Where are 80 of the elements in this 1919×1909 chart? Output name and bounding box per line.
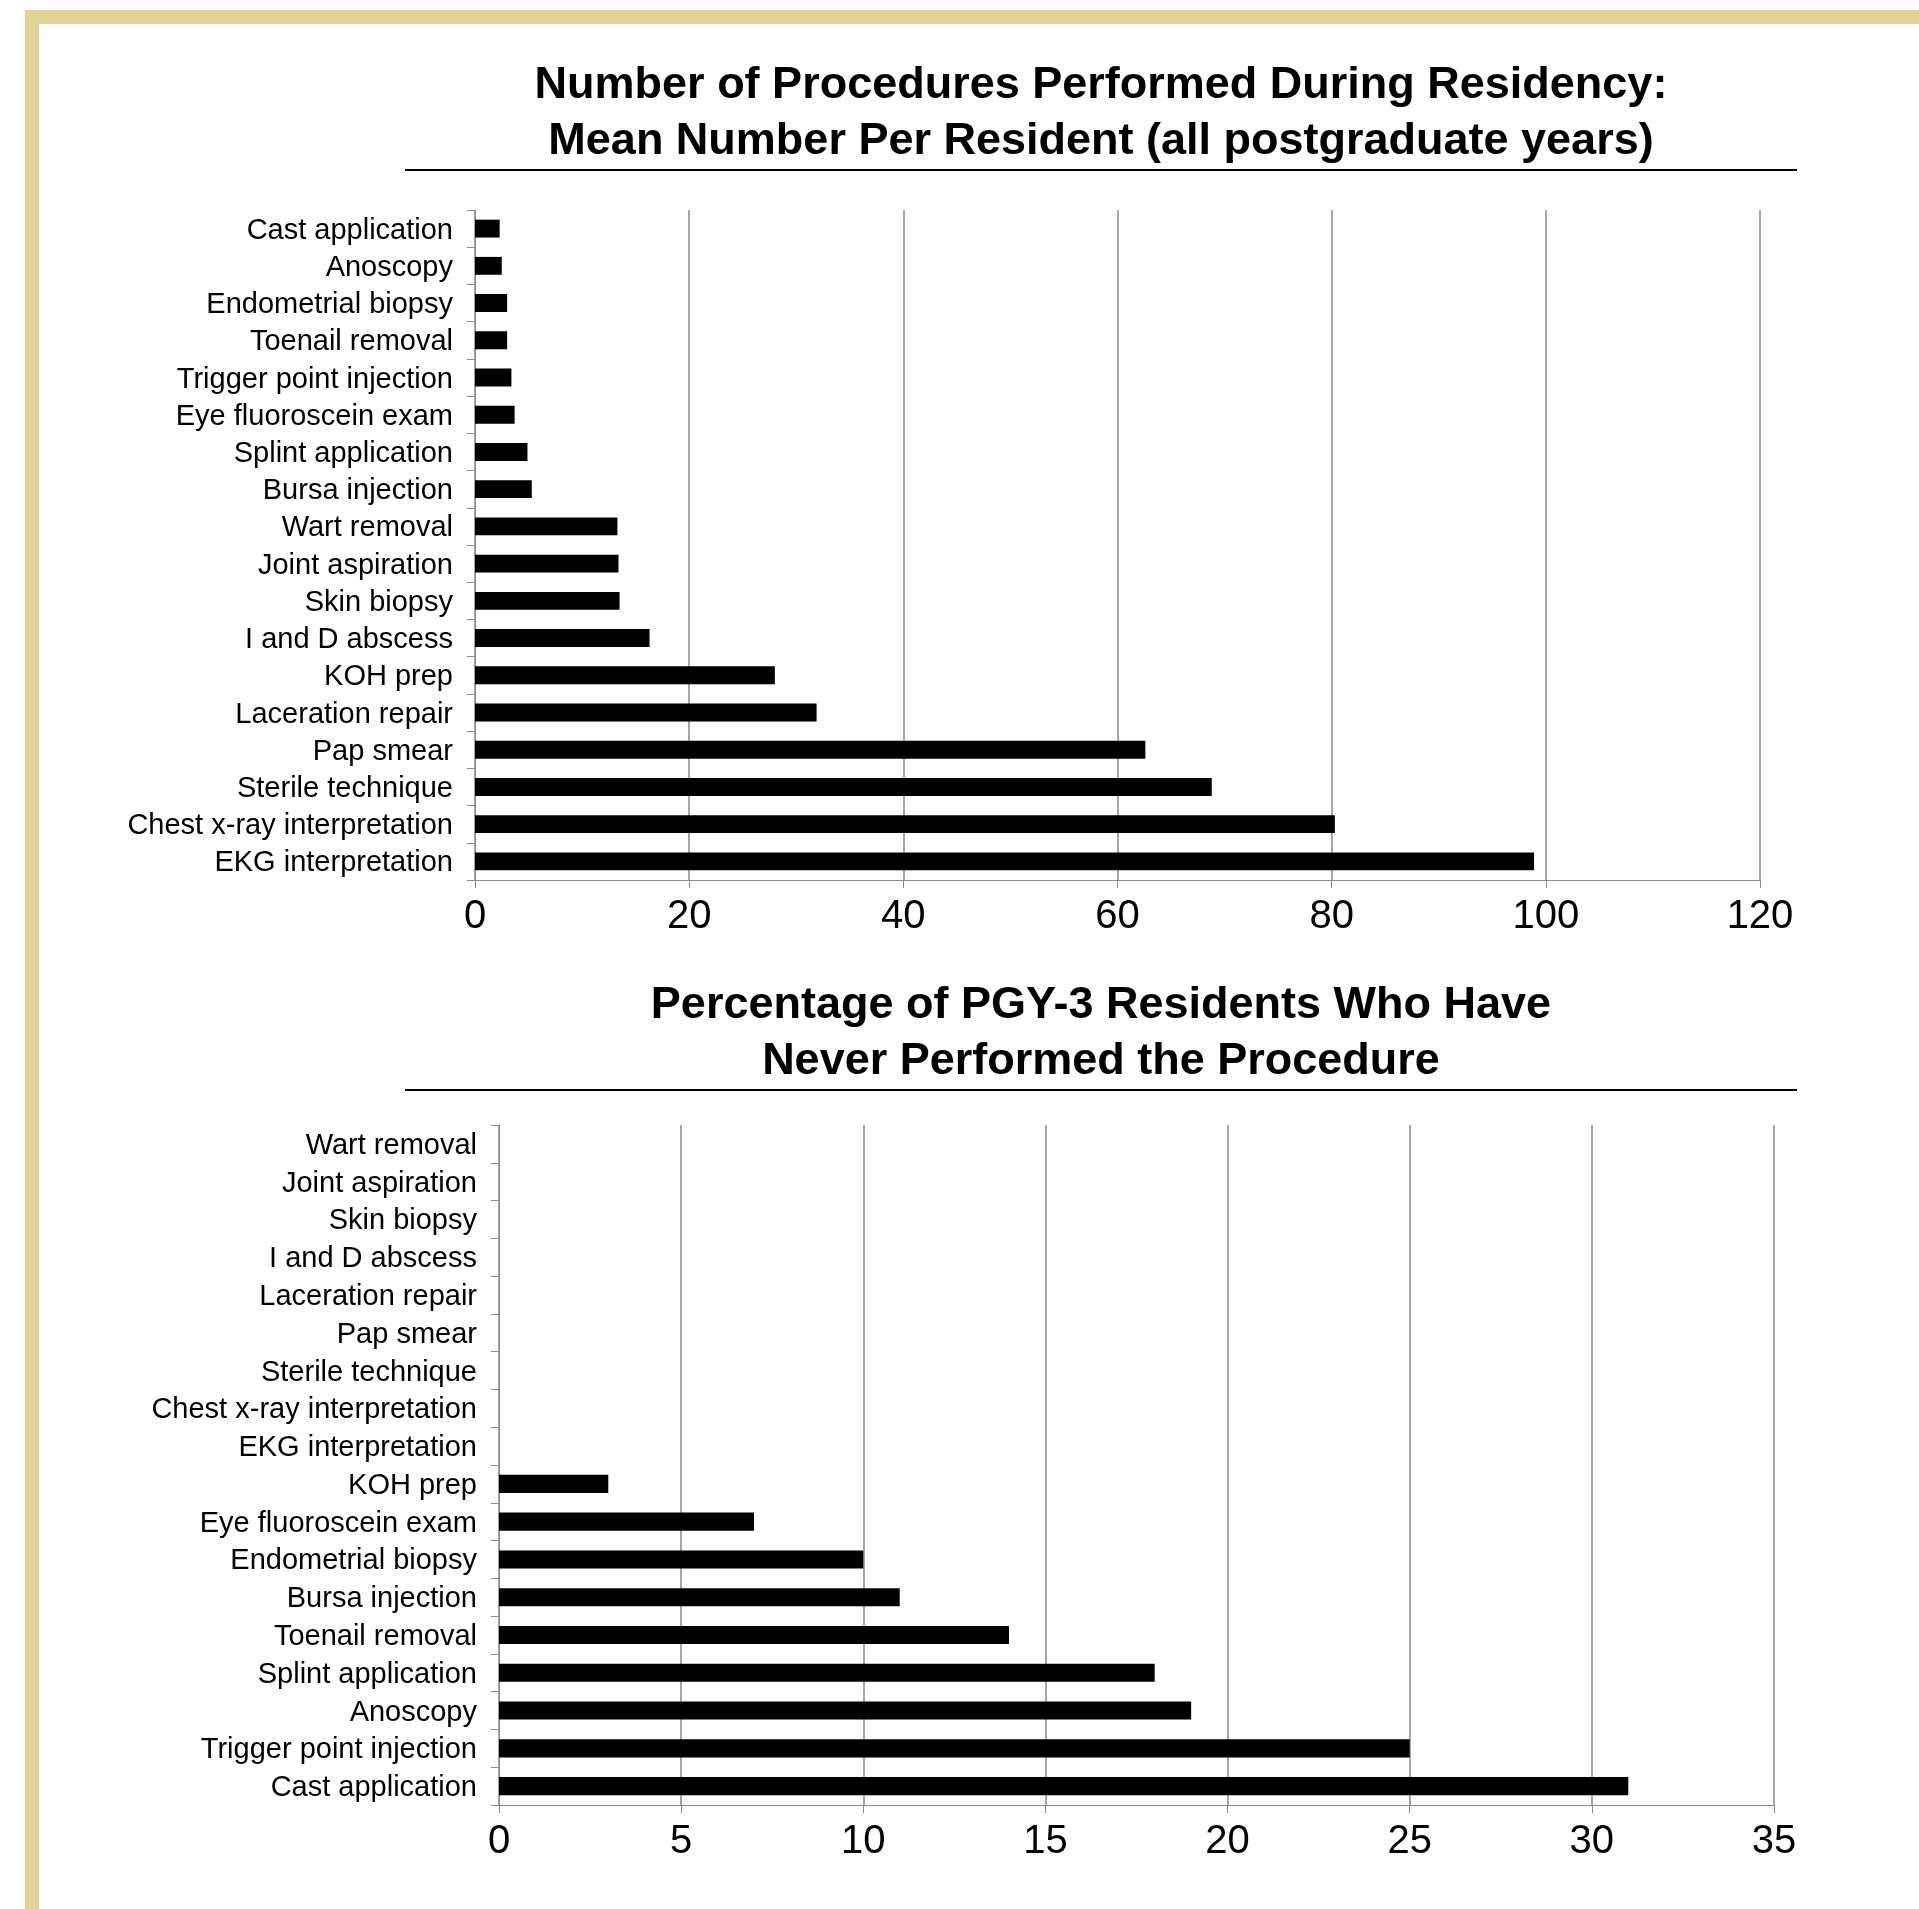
x-tick-label: 80 bbox=[1309, 892, 1354, 936]
y-tick-label: Laceration repair bbox=[235, 696, 454, 729]
bar bbox=[475, 219, 500, 238]
y-tick-label: Splint application bbox=[257, 1656, 477, 1689]
bar bbox=[475, 517, 618, 536]
y-tick-label: Anoscopy bbox=[325, 249, 454, 282]
y-tick-label: Eye fluoroscein exam bbox=[175, 398, 453, 431]
bar bbox=[475, 443, 528, 461]
chart-title: Number of Procedures Performed During Residency: Mean Number Per Resident (all postgraduate years) bbox=[405, 55, 1797, 171]
x-tick-label: 15 bbox=[1023, 1817, 1068, 1861]
y-tick-label: Joint aspiration bbox=[257, 547, 453, 580]
y-tick-label: Trigger point injection bbox=[176, 361, 453, 394]
y-tick-label: KOH prep bbox=[348, 1467, 477, 1500]
y-tick-label: Bursa injection bbox=[262, 473, 453, 506]
bar bbox=[475, 740, 1146, 759]
bar bbox=[475, 703, 817, 722]
x-tick-label: 30 bbox=[1569, 1817, 1615, 1861]
x-tick-label: 0 bbox=[463, 892, 487, 936]
bar bbox=[499, 1588, 900, 1607]
y-tick-label: Skin biopsy bbox=[304, 584, 454, 617]
y-tick-label: Chest x-ray interpretation bbox=[151, 1392, 477, 1425]
bar bbox=[475, 405, 515, 424]
bar bbox=[475, 815, 1335, 834]
x-tick-label: 20 bbox=[1205, 1817, 1250, 1861]
y-tick-label: Wart removal bbox=[281, 510, 453, 543]
y-tick-label: Eye fluoroscein exam bbox=[199, 1505, 477, 1538]
y-tick-label: Pap smear bbox=[312, 733, 454, 766]
y-tick-label: Cast application bbox=[246, 212, 453, 245]
y-tick-label: Pap smear bbox=[336, 1316, 478, 1349]
y-tick-label: Splint application bbox=[233, 435, 453, 468]
x-tick-label: 35 bbox=[1751, 1817, 1797, 1861]
bar bbox=[499, 1701, 1192, 1720]
y-tick-label: Laceration repair bbox=[259, 1279, 478, 1311]
y-tick-label: Bursa injection bbox=[286, 1581, 477, 1614]
y-tick-label: Trigger point injection bbox=[200, 1732, 477, 1765]
y-tick-label: Endometrial biopsy bbox=[206, 287, 454, 320]
x-tick-label: 120 bbox=[1726, 892, 1794, 936]
y-tick-label: Skin biopsy bbox=[328, 1203, 478, 1236]
y-tick-label: I and D abscess bbox=[269, 1241, 477, 1274]
bar bbox=[475, 368, 512, 387]
y-tick-label: Joint aspiration bbox=[281, 1165, 477, 1198]
y-tick-label: EKG interpretation bbox=[238, 1430, 477, 1463]
y-tick-label: Endometrial biopsy bbox=[230, 1543, 478, 1576]
y-tick-label: Chest x-ray interpretation bbox=[127, 808, 453, 841]
y-tick-label: Sterile technique bbox=[260, 1354, 477, 1387]
bar bbox=[475, 480, 532, 499]
bar bbox=[499, 1739, 1410, 1758]
bar bbox=[475, 666, 775, 685]
y-tick-label: Cast application bbox=[270, 1770, 477, 1803]
bar bbox=[475, 294, 508, 312]
y-tick-label: Wart removal bbox=[305, 1127, 477, 1160]
bar bbox=[499, 1550, 864, 1569]
bar bbox=[475, 852, 1535, 871]
x-tick-label: 20 bbox=[666, 892, 712, 936]
bar bbox=[499, 1625, 1009, 1645]
y-tick-label: I and D abscess bbox=[245, 622, 453, 655]
y-tick-label: Toenail removal bbox=[249, 324, 453, 357]
y-tick-label: Anoscopy bbox=[349, 1694, 478, 1727]
x-tick-label: 0 bbox=[487, 1817, 511, 1861]
x-tick-label: 100 bbox=[1512, 892, 1580, 936]
bar bbox=[499, 1663, 1155, 1682]
x-tick-label: 40 bbox=[881, 892, 926, 936]
bar bbox=[499, 1512, 754, 1531]
y-tick-label: EKG interpretation bbox=[214, 845, 453, 878]
x-tick-label: 10 bbox=[841, 1817, 886, 1861]
bar bbox=[475, 331, 508, 350]
x-tick-label: 25 bbox=[1387, 1817, 1432, 1861]
bar bbox=[475, 591, 620, 610]
bar bbox=[475, 629, 650, 647]
y-tick-label: Toenail removal bbox=[273, 1619, 477, 1651]
y-tick-label: KOH prep bbox=[324, 659, 453, 692]
y-tick-label: Sterile technique bbox=[236, 770, 453, 803]
bar bbox=[499, 1474, 609, 1493]
x-tick-label: 5 bbox=[670, 1817, 693, 1861]
chart-title: Percentage of PGY-3 Residents Who Have Never Performed the Procedure bbox=[405, 975, 1797, 1091]
bar bbox=[499, 1777, 1629, 1796]
bar bbox=[475, 256, 502, 275]
bar bbox=[475, 778, 1212, 796]
x-tick-label: 60 bbox=[1095, 892, 1140, 936]
bar bbox=[475, 554, 619, 573]
